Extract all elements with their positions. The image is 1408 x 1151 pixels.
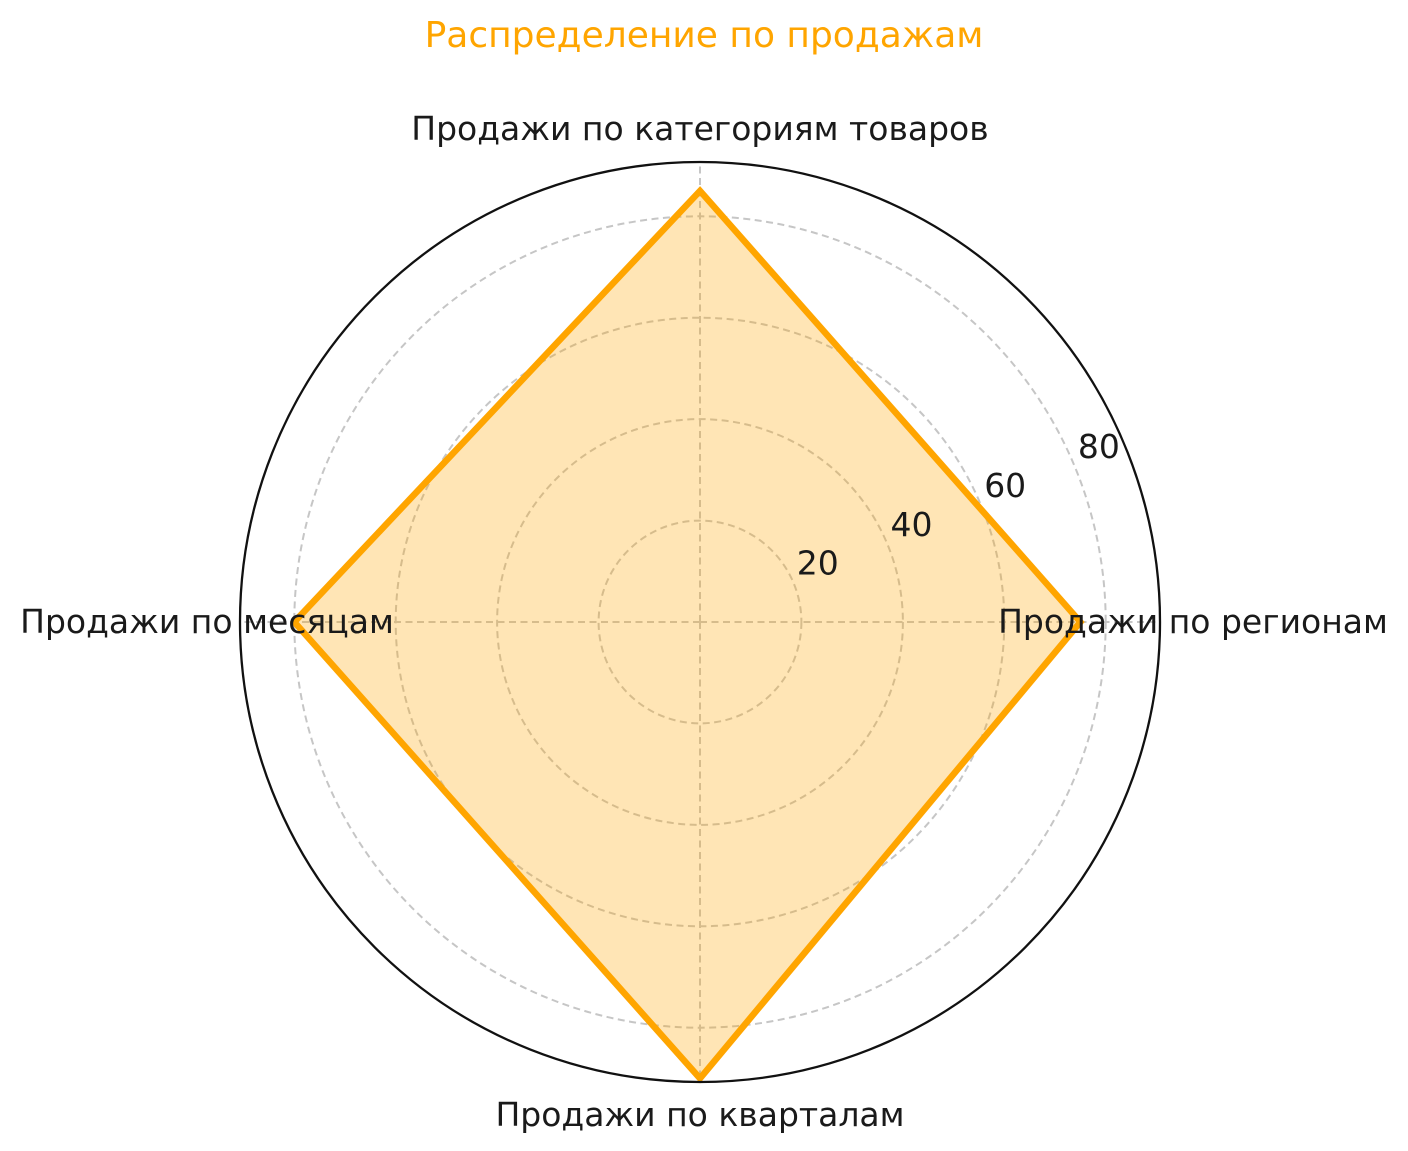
axis-label: Продажи по регионам [998,602,1388,641]
chart-title: Распределение по продажам [424,15,984,56]
r-gridline [597,519,803,725]
r-tick-label: 60 [984,466,1026,505]
r-gridline [293,215,1107,1029]
r-gridline [496,418,904,826]
axis-label: Продажи по категориям товаров [411,109,988,148]
axis-label: Продажи по кварталам [495,1095,904,1134]
r-tick-label: 80 [1078,427,1120,466]
polar-spine [238,160,1162,1084]
data-polygon [289,186,1085,1084]
axis-label: Продажи по месяцам [20,602,394,641]
r-tick-label: 40 [891,505,933,544]
r-gridline [394,316,1006,928]
r-tick-label: 20 [797,544,839,583]
